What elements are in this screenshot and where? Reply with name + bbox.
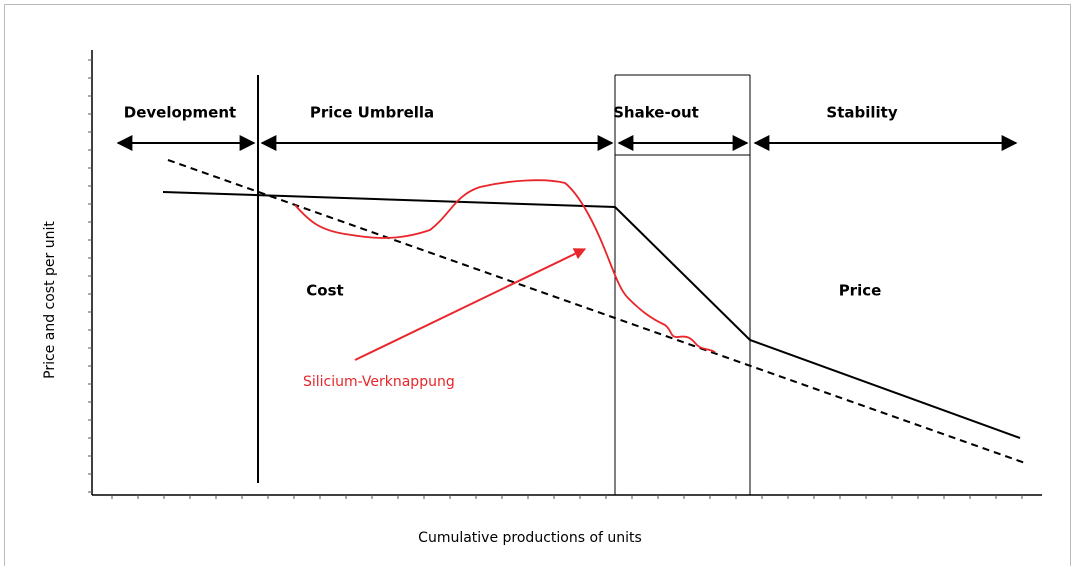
axis-ticks bbox=[88, 59, 1023, 499]
phase-label: Shake-out bbox=[613, 104, 699, 122]
annotation-arrow bbox=[354, 248, 587, 361]
price-curve bbox=[162, 191, 1021, 439]
frame bbox=[4, 4, 1071, 566]
x-axis-label: Cumulative productions of units bbox=[418, 530, 642, 546]
cost-curve bbox=[167, 159, 1026, 464]
shortage-curve bbox=[294, 179, 716, 353]
annotation: Silicium-Verknappung bbox=[303, 374, 455, 390]
phase-label: Development bbox=[124, 104, 236, 122]
price-label: Price bbox=[839, 282, 882, 300]
phase-label: Price Umbrella bbox=[310, 104, 434, 122]
phase-label: Stability bbox=[826, 104, 897, 122]
cost-label: Cost bbox=[306, 282, 343, 300]
y-axis-label: Price and cost per unit bbox=[42, 221, 58, 379]
